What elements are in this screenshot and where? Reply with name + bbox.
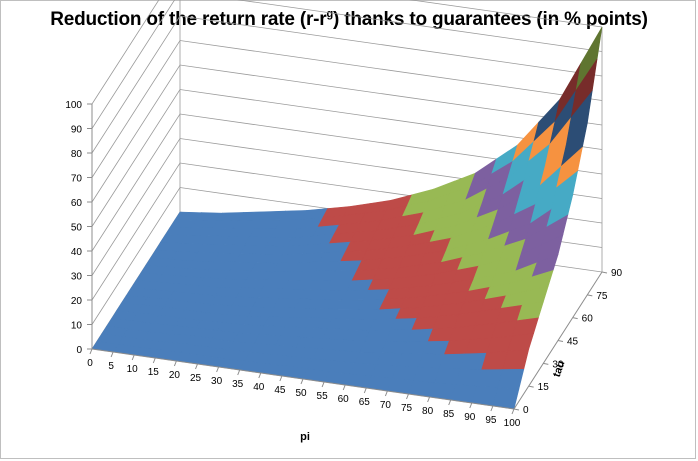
x-tick-label: 70 (380, 400, 392, 411)
z-tick-label: 0 (76, 345, 82, 356)
x-tick-label: 100 (504, 418, 521, 429)
x-tick-mark (490, 405, 494, 412)
x-tick-mark (195, 363, 198, 370)
z-tick-label: 40 (71, 247, 83, 258)
z-tick-label: 80 (71, 149, 83, 160)
x-tick-label: 20 (169, 370, 181, 381)
gridline-z (91, 0, 603, 129)
y-axis-label: tau (551, 359, 568, 379)
x-tick-mark (89, 348, 93, 355)
x-tick-label: 80 (422, 406, 434, 417)
z-tick-label: 30 (71, 272, 83, 283)
x-tick-mark (216, 366, 220, 373)
x-tick-mark (427, 396, 431, 403)
x-tick-label: 85 (443, 409, 455, 420)
surface-patch (497, 368, 525, 390)
x-tick-label: 15 (148, 367, 160, 378)
x-tick-label: 10 (127, 364, 139, 375)
y-tick-label: 30 (552, 359, 564, 370)
z-tick-label: 60 (71, 198, 83, 209)
x-tick-mark (363, 387, 367, 394)
x-tick-label: 25 (190, 373, 202, 384)
y-tick-mark (513, 408, 520, 411)
x-tick-label: 5 (108, 361, 114, 372)
z-tick-label: 10 (71, 321, 83, 332)
x-tick-mark (279, 375, 283, 382)
x-tick-mark (384, 390, 388, 397)
y-tick-label: 15 (538, 382, 550, 393)
y-tick-mark (557, 340, 564, 342)
x-tick-label: 40 (253, 382, 265, 393)
z-tick-label: 50 (71, 223, 83, 234)
y-tick-mark (587, 294, 593, 297)
z-tick-label: 20 (71, 296, 83, 307)
x-tick-mark (342, 384, 346, 391)
x-tick-label: 55 (317, 391, 329, 402)
x-tick-mark (321, 381, 325, 388)
surface-patch (492, 387, 520, 410)
y-tick-label: 45 (567, 337, 579, 348)
x-tick-label: 75 (401, 403, 413, 414)
z-tick-label: 70 (71, 174, 83, 185)
gridline-z (91, 0, 603, 105)
x-tick-label: 0 (87, 358, 93, 369)
y-tick-mark (572, 317, 578, 320)
x-tick-label: 30 (211, 376, 223, 387)
x-tick-label: 60 (338, 394, 350, 405)
y-tick-label: 75 (596, 291, 608, 302)
y-tick-mark (543, 362, 549, 365)
x-tick-label: 50 (295, 388, 307, 399)
x-tick-mark (237, 369, 241, 376)
x-tick-label: 45 (274, 385, 286, 396)
y-tick-label: 90 (611, 268, 623, 279)
x-tick-label: 95 (485, 415, 497, 426)
z-tick-label: 90 (71, 125, 83, 136)
x-axis-label: pi (300, 431, 310, 443)
x-tick-mark (258, 372, 262, 379)
chart-surface (91, 26, 603, 410)
x-tick-label: 35 (232, 379, 244, 390)
x-tick-mark (131, 354, 135, 361)
chart-walls (91, 0, 603, 350)
x-tick-mark (448, 399, 452, 406)
x-tick-label: 65 (359, 397, 371, 408)
y-tick-label: 60 (582, 314, 594, 325)
x-tick-mark (469, 402, 473, 409)
x-tick-mark (152, 357, 156, 364)
x-tick-mark (406, 393, 409, 400)
x-tick-mark (110, 351, 114, 358)
x-tick-mark (300, 378, 304, 385)
x-tick-label: 90 (464, 412, 476, 423)
x-tick-mark (173, 360, 177, 367)
y-tick-label: 0 (523, 405, 529, 416)
x-tick-mark (511, 408, 515, 415)
chart-title: Reduction of the return rate (r-rg) than… (50, 8, 648, 30)
y-tick-mark (601, 271, 608, 274)
y-tick-mark (528, 385, 534, 388)
z-tick-label: 100 (65, 100, 82, 111)
